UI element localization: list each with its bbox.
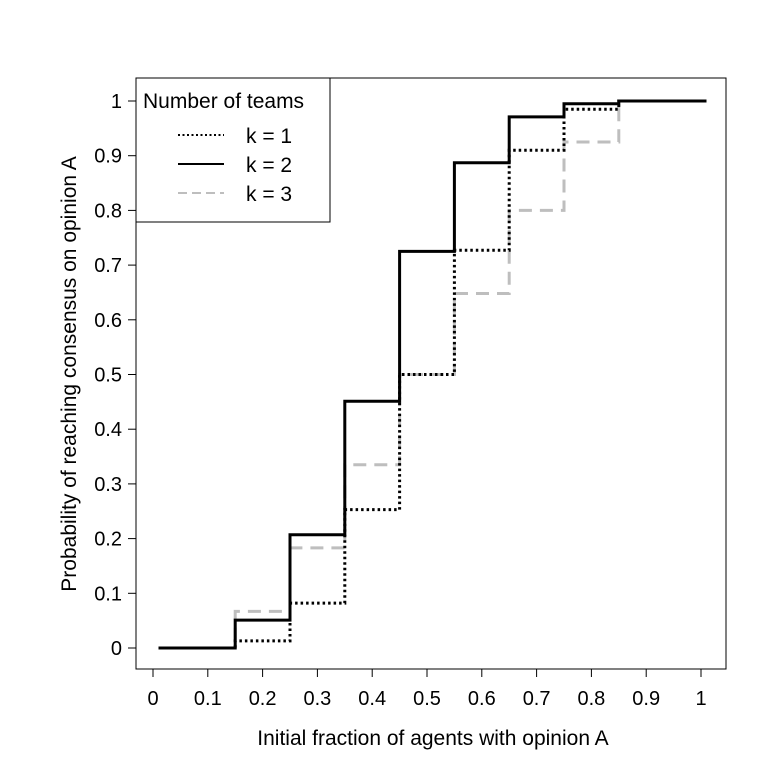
- x-tick-label: 0: [147, 688, 158, 710]
- y-tick-label: 0.8: [94, 200, 122, 222]
- x-axis-title: Initial fraction of agents with opinion …: [257, 727, 608, 750]
- x-tick-label: 0.8: [577, 688, 605, 710]
- series-line-k-1: [158, 99, 707, 650]
- legend-box: [135, 77, 331, 223]
- y-tick-label: 0: [111, 638, 122, 660]
- legend-label: k = 2: [246, 154, 292, 177]
- x-tick-label: 0.4: [358, 688, 386, 710]
- x-tick-label: 0.3: [303, 688, 331, 710]
- series-line-k-3: [158, 99, 707, 650]
- y-tick-label: 0.2: [94, 529, 122, 551]
- y-axis: 0 0.1 0.2 0.3 0.4 0.5 0.6 0.7 0.8 0.9 1: [94, 91, 137, 660]
- legend-items: k = 1 k = 2 k = 3: [178, 125, 292, 206]
- legend-title: Number of teams: [143, 90, 304, 113]
- x-tick-label: 0.7: [523, 688, 551, 710]
- x-tick-label: 0.5: [413, 688, 441, 710]
- series-line-k-2: [158, 99, 707, 650]
- x-tick-label: 0.9: [632, 688, 660, 710]
- x-tick-label: 0.1: [194, 688, 222, 710]
- y-tick-label: 0.9: [94, 146, 122, 168]
- y-tick-label: 0.1: [94, 583, 122, 605]
- y-axis-title: Probability of reaching consensus on opi…: [58, 156, 81, 591]
- series-layer: [158, 99, 707, 650]
- y-tick-label: 0.4: [94, 419, 122, 441]
- y-tick-label: 0.6: [94, 310, 122, 332]
- x-tick-label: 0.2: [249, 688, 277, 710]
- legend-label: k = 1: [246, 125, 292, 148]
- y-tick-label: 0.5: [94, 365, 122, 387]
- x-axis: 0 0.1 0.2 0.3 0.4 0.5 0.6 0.7 0.8 0.9 1: [147, 668, 707, 710]
- legend: Number of teams k = 1 k = 2 k = 3: [135, 77, 331, 223]
- y-tick-label: 0.3: [94, 474, 122, 496]
- y-tick-label: 0.7: [94, 255, 122, 277]
- y-tick-label: 1: [111, 91, 122, 113]
- legend-label: k = 3: [246, 183, 292, 206]
- x-tick-label: 1: [695, 688, 706, 710]
- x-tick-label: 0.6: [468, 688, 496, 710]
